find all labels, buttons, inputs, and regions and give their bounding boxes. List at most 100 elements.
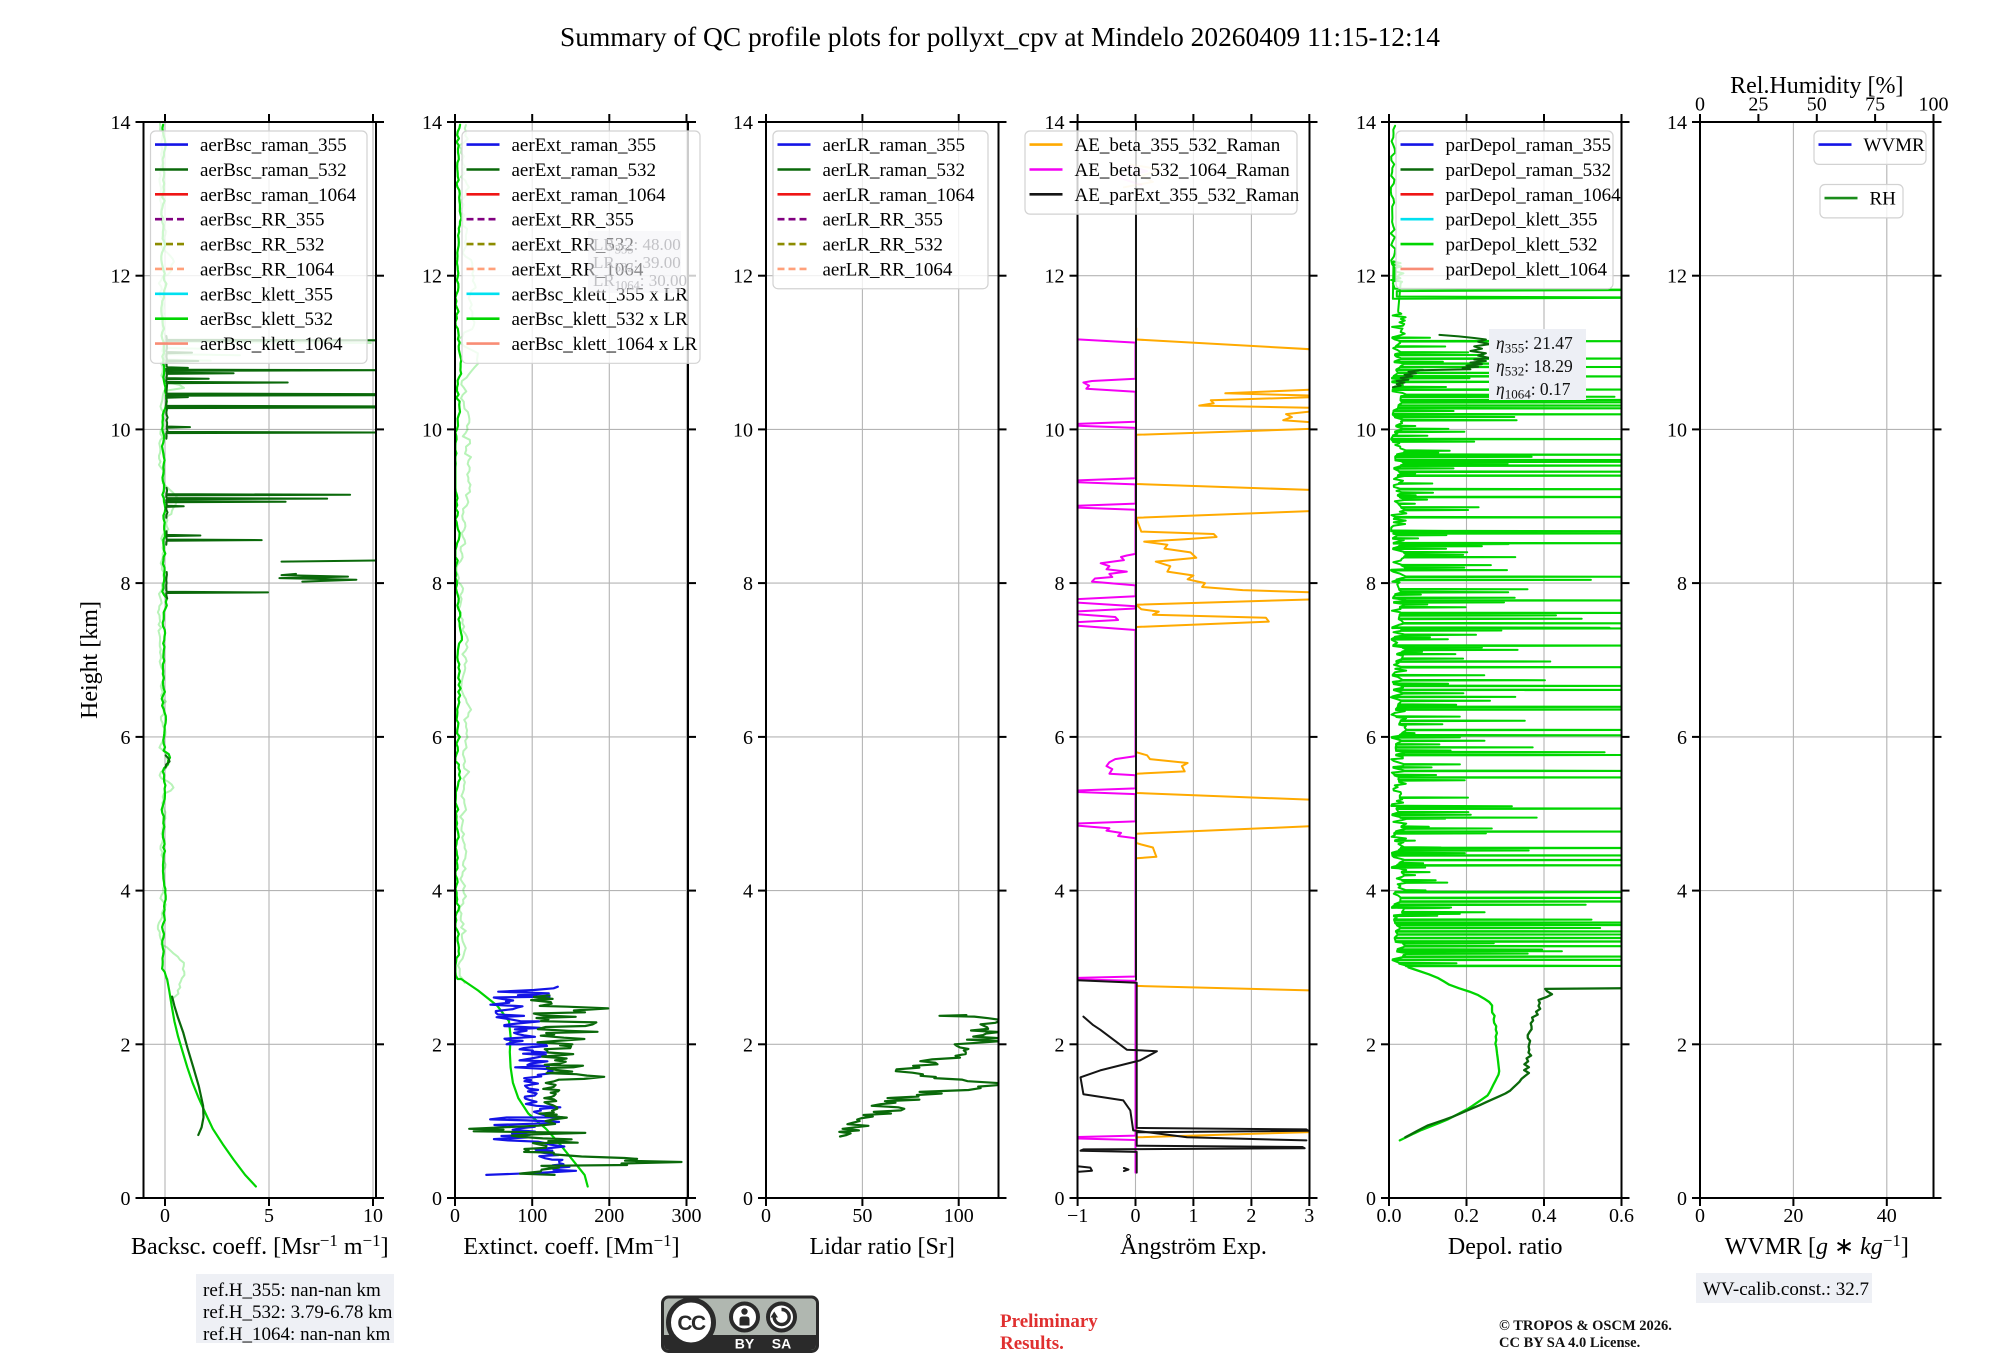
svg-text:14: 14 xyxy=(1667,112,1687,134)
svg-text:aerLR_RR_1064: aerLR_RR_1064 xyxy=(823,259,953,280)
svg-text:3: 3 xyxy=(1304,1205,1314,1227)
svg-text:AE_beta_355_532_Raman: AE_beta_355_532_Raman xyxy=(1075,135,1281,156)
svg-text:4: 4 xyxy=(121,881,131,903)
svg-text:2: 2 xyxy=(1055,1034,1065,1056)
svg-text:4: 4 xyxy=(743,881,753,903)
svg-text:2: 2 xyxy=(1677,1034,1687,1056)
svg-text:−1: −1 xyxy=(1067,1205,1088,1227)
svg-text:6: 6 xyxy=(1366,727,1376,749)
svg-text:14: 14 xyxy=(1045,112,1065,134)
svg-text:25: 25 xyxy=(1748,94,1768,116)
svg-text:6: 6 xyxy=(1055,727,1065,749)
svg-text:0: 0 xyxy=(450,1205,460,1227)
svg-text:parDepol_klett_355: parDepol_klett_355 xyxy=(1446,210,1598,231)
svg-text:2: 2 xyxy=(1246,1205,1256,1227)
svg-text:0: 0 xyxy=(761,1205,771,1227)
svg-text:0: 0 xyxy=(432,1188,442,1210)
svg-text:8: 8 xyxy=(1677,573,1687,595)
svg-text:14: 14 xyxy=(733,112,753,134)
svg-text:WVMR [g ∗ kg−1​]: WVMR [g ∗ kg−1​] xyxy=(1725,1231,1909,1260)
svg-text:0: 0 xyxy=(1131,1205,1141,1227)
svg-text:η355: 21.47: η355: 21.47 xyxy=(1496,333,1573,356)
svg-text:8: 8 xyxy=(1055,573,1065,595)
svg-text:6: 6 xyxy=(1677,727,1687,749)
svg-text:Depol. ratio: Depol. ratio xyxy=(1448,1234,1563,1260)
svg-text:8: 8 xyxy=(121,573,131,595)
svg-text:40: 40 xyxy=(1877,1205,1897,1227)
svg-text:aerLR_RR_355: aerLR_RR_355 xyxy=(823,210,943,231)
svg-text:6: 6 xyxy=(432,727,442,749)
svg-text:aerBsc_klett_355: aerBsc_klett_355 xyxy=(200,284,333,305)
svg-text:1: 1 xyxy=(1188,1205,1198,1227)
svg-text:© TROPOS & OSCM 2026.: © TROPOS & OSCM 2026. xyxy=(1499,1318,1672,1334)
svg-text:100: 100 xyxy=(944,1205,974,1227)
svg-text:parDepol_klett_532: parDepol_klett_532 xyxy=(1446,235,1598,256)
svg-text:aerBsc_raman_532: aerBsc_raman_532 xyxy=(200,160,347,181)
svg-text:Extinct. coeff. [Mm−1​]: Extinct. coeff. [Mm−1​] xyxy=(463,1231,679,1260)
svg-text:aerBsc_klett_532 x LR: aerBsc_klett_532 x LR xyxy=(512,309,689,330)
svg-text:Height [km]: Height [km] xyxy=(77,601,103,719)
svg-text:4: 4 xyxy=(1366,881,1376,903)
svg-text:10: 10 xyxy=(422,419,442,441)
svg-text:aerBsc_RR_355: aerBsc_RR_355 xyxy=(200,210,325,231)
svg-text:Results.: Results. xyxy=(1000,1333,1064,1354)
svg-text:10: 10 xyxy=(1667,419,1687,441)
svg-text:BY: BY xyxy=(735,1336,755,1352)
svg-text:50: 50 xyxy=(852,1205,872,1227)
svg-text:0: 0 xyxy=(1055,1188,1065,1210)
svg-text:200: 200 xyxy=(594,1205,624,1227)
svg-text:0.0: 0.0 xyxy=(1377,1205,1402,1227)
svg-text:CC: CC xyxy=(677,1312,706,1335)
svg-text:8: 8 xyxy=(1366,573,1376,595)
svg-text:6: 6 xyxy=(121,727,131,749)
svg-text:8: 8 xyxy=(743,573,753,595)
svg-text:12: 12 xyxy=(1045,266,1065,288)
svg-text:aerLR_raman_532: aerLR_raman_532 xyxy=(823,160,965,181)
svg-text:aerBsc_klett_532: aerBsc_klett_532 xyxy=(200,309,333,330)
svg-text:Rel.Humidity [%]: Rel.Humidity [%] xyxy=(1730,73,1903,99)
svg-text:0: 0 xyxy=(1695,1205,1705,1227)
svg-text:0.6: 0.6 xyxy=(1609,1205,1634,1227)
svg-text:2: 2 xyxy=(743,1034,753,1056)
svg-text:aerLR_raman_1064: aerLR_raman_1064 xyxy=(823,185,975,206)
svg-text:10: 10 xyxy=(1356,419,1376,441)
svg-text:10: 10 xyxy=(363,1205,383,1227)
svg-text:0.2: 0.2 xyxy=(1454,1205,1479,1227)
svg-text:14: 14 xyxy=(422,112,442,134)
svg-text:2: 2 xyxy=(121,1034,131,1056)
svg-text:aerBsc_klett_1064: aerBsc_klett_1064 xyxy=(200,334,343,355)
svg-text:parDepol_raman_355: parDepol_raman_355 xyxy=(1446,135,1612,156)
svg-text:10: 10 xyxy=(733,419,753,441)
svg-text:100: 100 xyxy=(517,1205,547,1227)
svg-text:4: 4 xyxy=(432,881,442,903)
svg-text:CC BY SA 4.0 License.: CC BY SA 4.0 License. xyxy=(1499,1335,1640,1351)
svg-text:Lidar ratio [Sr]: Lidar ratio [Sr] xyxy=(810,1234,955,1260)
svg-text:ref.H_1064: nan-nan km: ref.H_1064: nan-nan km xyxy=(203,1324,391,1345)
svg-text:η1064: 0.17: η1064: 0.17 xyxy=(1496,379,1571,402)
svg-text:parDepol_klett_1064: parDepol_klett_1064 xyxy=(1446,259,1608,280)
svg-text:14: 14 xyxy=(1356,112,1376,134)
svg-text:0: 0 xyxy=(743,1188,753,1210)
svg-text:2: 2 xyxy=(432,1034,442,1056)
svg-text:8: 8 xyxy=(432,573,442,595)
svg-text:parDepol_raman_1064: parDepol_raman_1064 xyxy=(1446,185,1622,206)
svg-text:100: 100 xyxy=(1919,94,1949,116)
svg-text:0: 0 xyxy=(1366,1188,1376,1210)
svg-text:LR1064: 30.00: LR1064: 30.00 xyxy=(593,271,687,293)
svg-text:2: 2 xyxy=(1366,1034,1376,1056)
svg-text:12: 12 xyxy=(111,266,131,288)
svg-text:10: 10 xyxy=(111,419,131,441)
svg-text:aerLR_RR_532: aerLR_RR_532 xyxy=(823,235,943,256)
svg-text:5: 5 xyxy=(264,1205,274,1227)
svg-text:parDepol_raman_532: parDepol_raman_532 xyxy=(1446,160,1612,181)
svg-text:14: 14 xyxy=(111,112,131,134)
svg-text:4: 4 xyxy=(1055,881,1065,903)
svg-text:20: 20 xyxy=(1783,1205,1803,1227)
svg-text:50: 50 xyxy=(1807,94,1827,116)
svg-text:aerExt_raman_532: aerExt_raman_532 xyxy=(512,160,657,181)
svg-text:aerBsc_RR_532: aerBsc_RR_532 xyxy=(200,235,325,256)
svg-text:η532: 18.29: η532: 18.29 xyxy=(1496,356,1573,379)
svg-text:Preliminary: Preliminary xyxy=(1000,1311,1098,1332)
svg-text:0: 0 xyxy=(121,1188,131,1210)
svg-text:aerBsc_raman_1064: aerBsc_raman_1064 xyxy=(200,185,357,206)
